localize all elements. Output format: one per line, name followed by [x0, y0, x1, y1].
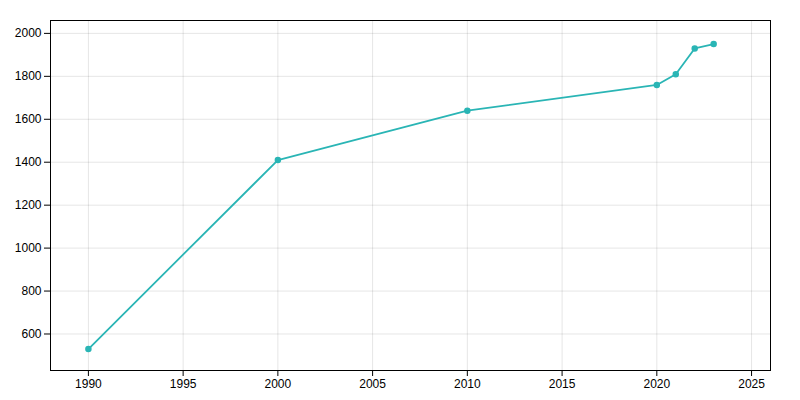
svg-text:2010: 2010: [454, 377, 481, 391]
svg-text:1990: 1990: [75, 377, 102, 391]
svg-text:1400: 1400: [15, 155, 42, 169]
svg-text:2000: 2000: [265, 377, 292, 391]
svg-text:2020: 2020: [643, 377, 670, 391]
svg-text:600: 600: [21, 327, 41, 341]
svg-text:1995: 1995: [170, 377, 197, 391]
svg-text:1000: 1000: [15, 241, 42, 255]
svg-text:2025: 2025: [738, 377, 765, 391]
svg-text:2015: 2015: [549, 377, 576, 391]
svg-text:1600: 1600: [15, 112, 42, 126]
svg-text:2000: 2000: [15, 26, 42, 40]
svg-text:2005: 2005: [359, 377, 386, 391]
svg-text:1200: 1200: [15, 198, 42, 212]
svg-text:1800: 1800: [15, 69, 42, 83]
svg-text:800: 800: [21, 284, 41, 298]
